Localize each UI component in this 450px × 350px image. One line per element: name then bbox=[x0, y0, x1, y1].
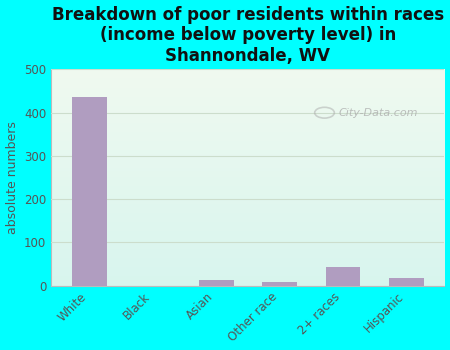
Bar bbox=[199, 280, 234, 286]
Bar bbox=[262, 282, 297, 286]
Bar bbox=[325, 267, 360, 286]
Bar bbox=[72, 97, 107, 286]
Y-axis label: absolute numbers: absolute numbers bbox=[5, 121, 18, 234]
Bar bbox=[389, 278, 424, 286]
Text: City-Data.com: City-Data.com bbox=[338, 108, 418, 118]
Title: Breakdown of poor residents within races
(income below poverty level) in
Shannon: Breakdown of poor residents within races… bbox=[52, 6, 444, 65]
